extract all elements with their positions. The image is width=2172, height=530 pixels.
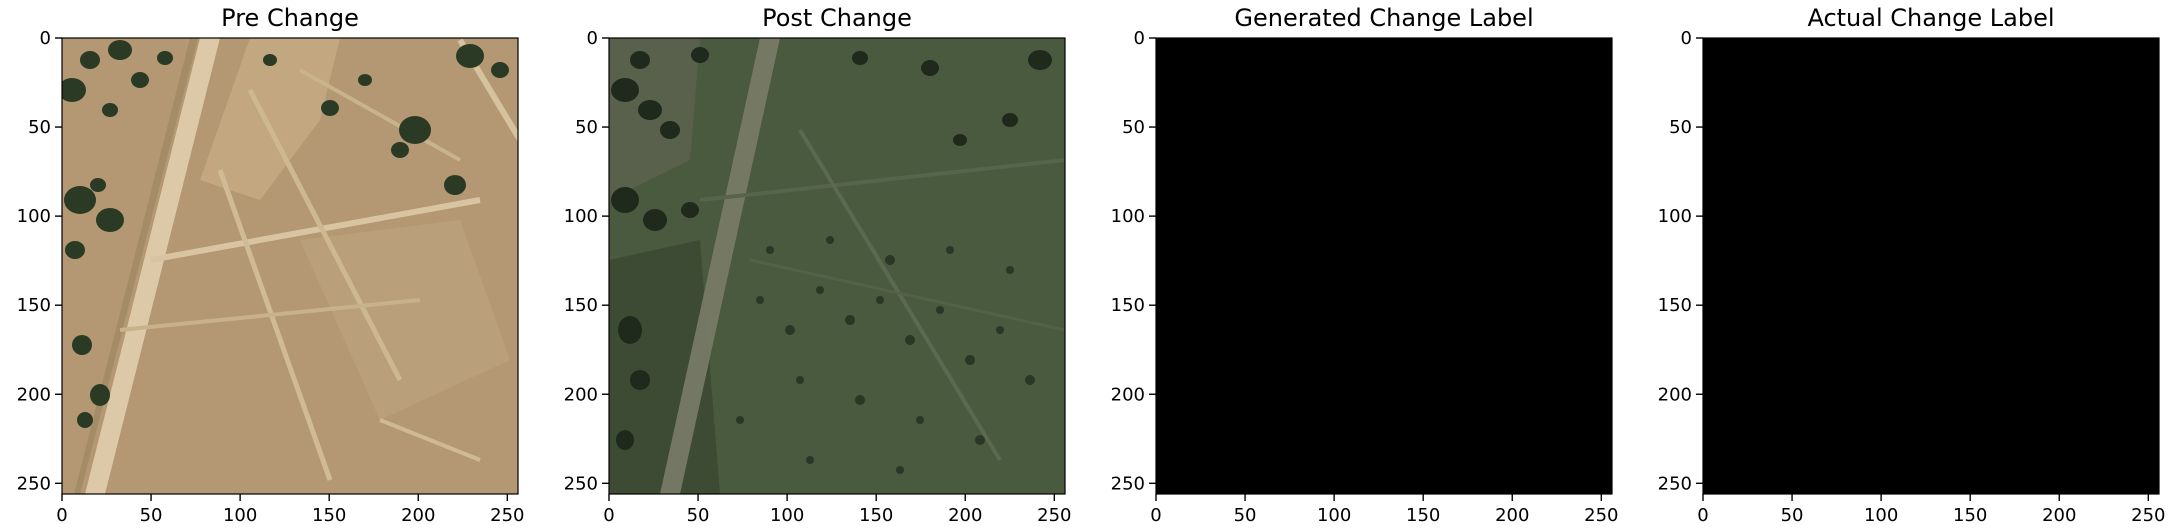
y-tick-label: 0 bbox=[587, 28, 598, 49]
y-tick-label: 50 bbox=[28, 117, 51, 138]
panel-post-change: Post Change bbox=[608, 4, 1066, 495]
y-tick-label: 200 bbox=[17, 384, 51, 405]
actual-change-mask bbox=[1703, 38, 2159, 494]
pre-change-image bbox=[62, 38, 518, 494]
x-tick-label: 50 bbox=[1234, 505, 1257, 526]
y-tick-label: 150 bbox=[1111, 295, 1145, 316]
x-tick-label: 50 bbox=[687, 505, 710, 526]
x-tick-label: 200 bbox=[948, 505, 982, 526]
x-tick-label: 0 bbox=[603, 505, 614, 526]
y-tick-label: 100 bbox=[1111, 206, 1145, 227]
x-tick-label: 50 bbox=[140, 505, 163, 526]
panel-title-generated-change-label: Generated Change Label bbox=[1234, 4, 1533, 32]
y-tick-label: 100 bbox=[564, 206, 598, 227]
x-tick-label: 0 bbox=[1150, 505, 1161, 526]
y-tick-label: 250 bbox=[1658, 473, 1692, 494]
y-tick-label: 0 bbox=[40, 28, 51, 49]
y-tick-label: 100 bbox=[1658, 206, 1692, 227]
x-tick-label: 250 bbox=[1584, 505, 1618, 526]
y-tick-label: 50 bbox=[1122, 117, 1145, 138]
y-tick-label: 150 bbox=[564, 295, 598, 316]
actual-change-frame bbox=[1702, 37, 2160, 495]
y-tick-label: 250 bbox=[564, 473, 598, 494]
x-tick-label: 100 bbox=[223, 505, 257, 526]
x-tick-label: 100 bbox=[1864, 505, 1898, 526]
y-tick-label: 150 bbox=[1658, 295, 1692, 316]
y-tick-label: 150 bbox=[17, 295, 51, 316]
y-tick-label: 200 bbox=[1111, 384, 1145, 405]
x-tick-label: 0 bbox=[1697, 505, 1708, 526]
x-tick-label: 0 bbox=[56, 505, 67, 526]
pre-change-frame bbox=[61, 37, 519, 495]
x-tick-label: 100 bbox=[770, 505, 804, 526]
panel-pre-change: Pre Change bbox=[61, 4, 519, 495]
x-tick-label: 250 bbox=[2131, 505, 2165, 526]
x-tick-label: 150 bbox=[859, 505, 893, 526]
x-tick-label: 200 bbox=[1495, 505, 1529, 526]
post-change-frame bbox=[608, 37, 1066, 495]
x-tick-label: 100 bbox=[1317, 505, 1351, 526]
y-tick-label: 250 bbox=[17, 473, 51, 494]
x-tick-label: 200 bbox=[2042, 505, 2076, 526]
y-tick-label: 0 bbox=[1134, 28, 1145, 49]
x-tick-label: 250 bbox=[490, 505, 524, 526]
x-tick-label: 50 bbox=[1781, 505, 1804, 526]
x-tick-label: 150 bbox=[1406, 505, 1440, 526]
generated-change-mask bbox=[1156, 38, 1612, 494]
panel-title-actual-change-label: Actual Change Label bbox=[1807, 4, 2054, 32]
y-tick-label: 200 bbox=[564, 384, 598, 405]
y-tick-label: 200 bbox=[1658, 384, 1692, 405]
post-change-image bbox=[609, 38, 1065, 494]
x-tick-label: 150 bbox=[312, 505, 346, 526]
panel-title-pre-change: Pre Change bbox=[221, 4, 359, 32]
panel-generated-change-label: Generated Change Label bbox=[1155, 4, 1613, 495]
x-tick-label: 150 bbox=[1953, 505, 1987, 526]
panel-title-post-change: Post Change bbox=[762, 4, 912, 32]
y-tick-label: 50 bbox=[575, 117, 598, 138]
y-tick-label: 0 bbox=[1681, 28, 1692, 49]
panel-actual-change-label: Actual Change Label bbox=[1702, 4, 2160, 495]
x-tick-label: 250 bbox=[1037, 505, 1071, 526]
y-tick-label: 100 bbox=[17, 206, 51, 227]
y-tick-label: 250 bbox=[1111, 473, 1145, 494]
x-tick-label: 200 bbox=[401, 505, 435, 526]
y-tick-label: 50 bbox=[1669, 117, 1692, 138]
generated-change-frame bbox=[1155, 37, 1613, 495]
